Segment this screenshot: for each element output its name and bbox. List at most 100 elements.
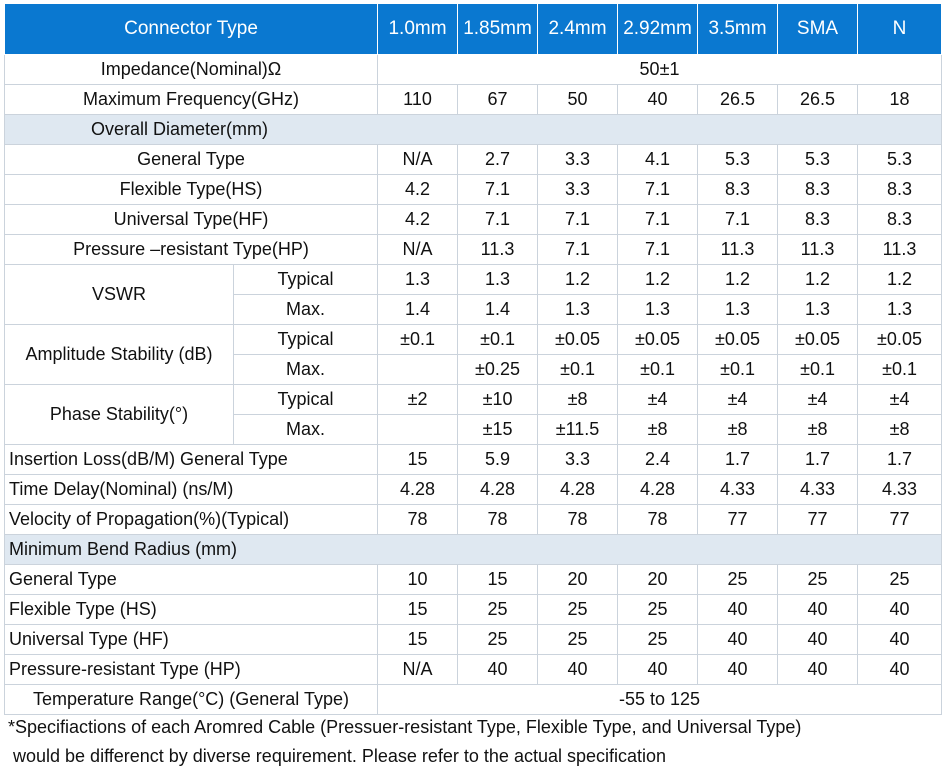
value-cell: 40 xyxy=(857,654,943,685)
value-cell: 4.2 xyxy=(377,204,459,235)
value-cell: 77 xyxy=(857,504,943,535)
value-cell: 1.7 xyxy=(777,444,859,475)
table-row: Universal Type(HF) 4.2 7.1 7.1 7.1 7.1 8.3 8.3 xyxy=(3,204,943,235)
value-cell: 7.1 xyxy=(457,174,539,205)
table-row: Maximum Frequency(GHz) 110 67 50 40 26.5 26.5 1… xyxy=(3,84,943,115)
value-cell: 25 xyxy=(457,594,539,625)
table-row: Max. ±0.25 ±0.1 ±0.1 ±0.1 ±0.1 ±0.1 xyxy=(5,354,943,385)
value-cell: ±0.25 xyxy=(457,354,539,385)
value-cell: 40 xyxy=(777,594,859,625)
value-cell: 7.1 xyxy=(617,234,699,265)
value-cell: 1.4 xyxy=(377,294,459,325)
value-cell: ±2 xyxy=(377,384,459,415)
row-label: Flexible Type (HS) xyxy=(3,594,379,625)
sub-label: Typical xyxy=(232,384,379,415)
value-cell: ±8 xyxy=(857,414,943,445)
value-cell: 7.1 xyxy=(617,174,699,205)
value-cell: 25 xyxy=(617,594,699,625)
value-cell: 50 xyxy=(537,84,619,115)
value-cell: N/A xyxy=(377,144,459,175)
value-cell: ±8 xyxy=(617,414,699,445)
value-cell: ±8 xyxy=(777,414,859,445)
value-cell: 4.2 xyxy=(377,174,459,205)
value-cell: 8.3 xyxy=(777,174,859,205)
merged-value: -55 to 125 xyxy=(377,684,943,715)
value-cell: ±0.05 xyxy=(537,324,619,355)
value-cell: 78 xyxy=(457,504,539,535)
value-cell: 20 xyxy=(537,564,619,595)
value-cell: 11.3 xyxy=(457,234,539,265)
spec-table: Connector Type 1.0mm 1.85mm 2.4mm 2.92mm 3.5m… xyxy=(3,3,943,715)
row-label: Time Delay(Nominal) (ns/M) xyxy=(3,474,379,505)
value-cell: 3.3 xyxy=(537,144,619,175)
row-label: Universal Type (HF) xyxy=(3,624,379,655)
value-cell: 1.2 xyxy=(537,264,619,295)
value-cell: ±4 xyxy=(697,384,779,415)
table-row: Amplitude Stability (dB) Typical ±0.1 ±0.1 ±… xyxy=(4,324,943,385)
value-cell: 7.1 xyxy=(537,234,619,265)
value-cell: 78 xyxy=(537,504,619,535)
merged-value: 50±1 xyxy=(377,54,943,85)
value-cell: 15 xyxy=(377,444,459,475)
value-cell: 78 xyxy=(617,504,699,535)
sub-label: Typical xyxy=(232,324,379,355)
value-cell xyxy=(377,354,459,385)
value-cell: 11.3 xyxy=(697,234,779,265)
value-cell: 2.4 xyxy=(617,444,699,475)
value-cell: 78 xyxy=(377,504,459,535)
value-cell: ±10 xyxy=(457,384,539,415)
table-row: Max. ±15 ±11.5 ±8 ±8 ±8 ±8 xyxy=(5,414,943,445)
column-header-label: Connector Type xyxy=(3,3,379,55)
value-cell: 3.3 xyxy=(537,174,619,205)
value-cell: ±15 xyxy=(457,414,539,445)
value-cell: 1.3 xyxy=(617,294,699,325)
group-label: Amplitude Stability (dB) xyxy=(4,324,234,385)
row-label: Universal Type(HF) xyxy=(3,204,379,235)
value-cell: 25 xyxy=(857,564,943,595)
value-cell: 3.3 xyxy=(537,444,619,475)
row-label: Velocity of Propagation(%)(Typical) xyxy=(3,504,379,535)
value-cell: ±4 xyxy=(617,384,699,415)
value-cell: 26.5 xyxy=(777,84,859,115)
value-cell: 4.1 xyxy=(617,144,699,175)
value-cell: ±4 xyxy=(777,384,859,415)
footnote-line-1: *Specifiactions of each Aromred Cable (P… xyxy=(8,717,802,737)
value-cell: 25 xyxy=(457,624,539,655)
value-cell: 40 xyxy=(777,624,859,655)
table-row: General Type N/A 2.7 3.3 4.1 5.3 5.3 5.3 xyxy=(3,144,943,175)
column-header: 3.5mm xyxy=(697,3,779,55)
value-cell: 4.28 xyxy=(617,474,699,505)
section-header: Minimum Bend Radius (mm) xyxy=(3,534,943,565)
value-cell: 77 xyxy=(777,504,859,535)
value-cell: 4.33 xyxy=(697,474,779,505)
value-cell: 20 xyxy=(617,564,699,595)
value-cell: 1.4 xyxy=(457,294,539,325)
value-cell: 1.3 xyxy=(377,264,459,295)
column-header: N xyxy=(857,3,943,55)
table-row: Connector Type 1.0mm 1.85mm 2.4mm 2.92mm 3.5m… xyxy=(3,3,943,55)
value-cell: 7.1 xyxy=(537,204,619,235)
table-row: Pressure –resistant Type(HP) N/A 11.3 7.1 7.… xyxy=(3,234,943,265)
value-cell: 4.33 xyxy=(857,474,943,505)
table-row: Overall Diameter(mm) xyxy=(3,114,943,145)
value-cell: 77 xyxy=(697,504,779,535)
value-cell: 5.3 xyxy=(777,144,859,175)
table-row: Temperature Range(°C) (General Type) -55 … xyxy=(3,684,943,715)
table-row: Insertion Loss(dB/M) General Type 15 5.9 3.… xyxy=(3,444,943,475)
table-row: Universal Type (HF) 15 25 25 25 40 40 40 xyxy=(3,624,943,655)
value-cell: 1.3 xyxy=(537,294,619,325)
value-cell: ±0.05 xyxy=(777,324,859,355)
value-cell: 25 xyxy=(617,624,699,655)
table-row: Phase Stability(°) Typical ±2 ±10 ±8 ±4 ±4 ±4 ±4 xyxy=(4,384,943,445)
value-cell: 1.2 xyxy=(697,264,779,295)
value-cell: 40 xyxy=(617,84,699,115)
value-cell: 2.7 xyxy=(457,144,539,175)
section-header: Overall Diameter(mm) xyxy=(3,114,943,145)
value-cell: 8.3 xyxy=(857,204,943,235)
value-cell: N/A xyxy=(377,654,459,685)
row-label: Temperature Range(°C) (General Type) xyxy=(3,684,379,715)
value-cell: 4.28 xyxy=(457,474,539,505)
value-cell: ±8 xyxy=(537,384,619,415)
table-row: Pressure-resistant Type (HP) N/A 40 40 40 40 4… xyxy=(3,654,943,685)
value-cell: ±0.1 xyxy=(457,324,539,355)
